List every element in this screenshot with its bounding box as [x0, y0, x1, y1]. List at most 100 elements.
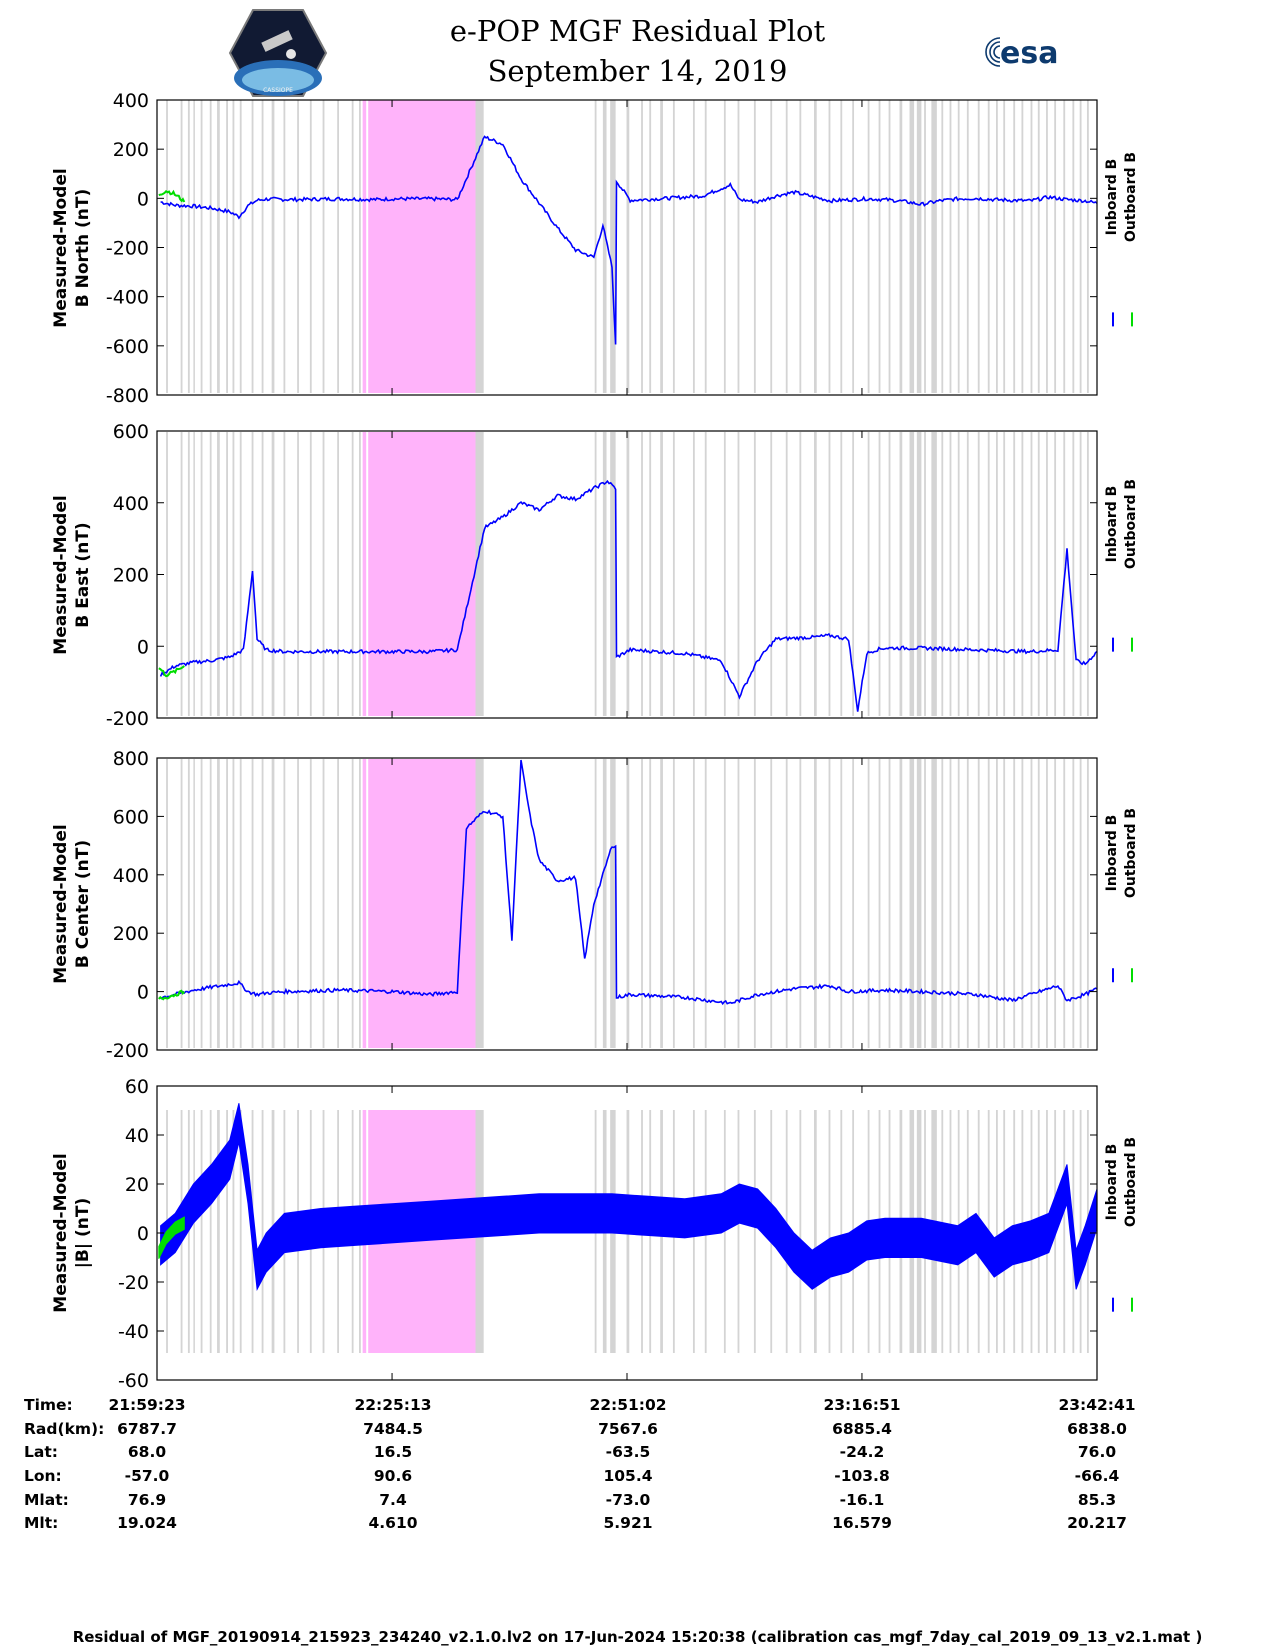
- y-tick-label: 40: [125, 1125, 149, 1147]
- svg-text:CASSIOPE: CASSIOPE: [263, 87, 293, 94]
- ephemeris-value: 16.5: [373, 1443, 413, 1461]
- panel-1: 400 200 0 -200 -400 -600 -800: [106, 90, 1133, 407]
- gray-band: [271, 100, 275, 393]
- gray-band: [1013, 759, 1016, 1048]
- gray-band: [753, 1110, 756, 1353]
- gray-band: [660, 432, 663, 716]
- ephemeris-value: 7.4: [379, 1491, 407, 1509]
- gray-band: [1086, 759, 1089, 1048]
- y-tick-label: -800: [106, 385, 149, 407]
- legend-inboard-label: Inboard B: [1104, 814, 1120, 892]
- ephemeris-value: 21:59:23: [108, 1396, 186, 1414]
- gray-band: [187, 100, 190, 393]
- gray-band: [602, 432, 607, 716]
- gray-band: [1086, 432, 1089, 716]
- ephemeris-row-label: Lon:: [24, 1467, 62, 1485]
- y-tick-label: 200: [113, 923, 149, 945]
- gray-band: [878, 100, 881, 393]
- ephemeris-value: 6885.4: [832, 1420, 892, 1438]
- gray-band: [813, 100, 817, 393]
- cassiope-logo: CASSIOPE: [228, 9, 328, 97]
- gray-band: [1063, 100, 1066, 393]
- gray-band: [209, 432, 212, 716]
- y-tick-label: 0: [137, 188, 149, 210]
- gray-band: [261, 432, 264, 716]
- gray-band: [1013, 432, 1016, 716]
- gray-band: [949, 432, 952, 716]
- panel-4: 60 40 20 0 -20 -40 -60: [118, 1076, 1133, 1392]
- gray-band: [359, 100, 361, 393]
- ephemeris-value: 5.921: [603, 1514, 653, 1532]
- y-axis-label: Measured-Model |B| (nT): [50, 1113, 94, 1353]
- gray-band: [924, 432, 926, 716]
- ephemeris-value: 7484.5: [363, 1420, 423, 1438]
- gray-band: [239, 1110, 242, 1353]
- gray-band: [283, 759, 286, 1048]
- gray-band: [692, 100, 695, 393]
- gray-band: [351, 432, 354, 716]
- y-tick-label: 0: [137, 982, 149, 1004]
- gray-band: [166, 432, 168, 716]
- gray-band: [770, 432, 773, 716]
- gray-band: [987, 100, 990, 393]
- y-axis-label-line2: B Center (nT): [73, 839, 93, 969]
- gray-band: [899, 100, 903, 393]
- gray-band: [692, 759, 695, 1048]
- gray-band: [916, 432, 922, 716]
- gray-band: [852, 759, 855, 1048]
- gray-band: [1079, 100, 1082, 393]
- gray-band: [594, 759, 597, 1048]
- gray-band: [649, 759, 652, 1048]
- gray-band: [232, 1110, 235, 1353]
- ephemeris-value: -63.5: [605, 1443, 651, 1461]
- gray-band: [692, 432, 695, 716]
- y-tick-label: 200: [113, 139, 149, 161]
- gray-band: [297, 759, 299, 1048]
- ephemeris-value: 68.0: [127, 1443, 167, 1461]
- gray-band: [799, 432, 802, 716]
- ephemeris-value: -57.0: [124, 1467, 170, 1485]
- legend-inboard-label: Inboard B: [1104, 485, 1120, 562]
- gray-band: [626, 759, 630, 1048]
- gray-band: [1046, 100, 1048, 393]
- gray-band: [239, 759, 242, 1048]
- gray-band: [309, 100, 312, 393]
- gray-band: [1063, 759, 1066, 1048]
- pink-band: [362, 432, 476, 716]
- gray-band: [187, 759, 190, 1048]
- legend-inboard-label: Inboard B: [1104, 158, 1120, 235]
- gray-band: [840, 1110, 843, 1353]
- ephemeris-value: -66.4: [1074, 1467, 1120, 1485]
- gray-band: [180, 432, 183, 716]
- gray-band: [813, 432, 817, 716]
- gray-band: [1072, 100, 1075, 393]
- gray-band: [799, 100, 802, 393]
- gray-band: [209, 759, 212, 1048]
- y-axis-label-line1: Measured-Model: [51, 1153, 71, 1313]
- legend-outboard-label: Outboard B: [1123, 1136, 1139, 1228]
- gray-band: [909, 432, 915, 716]
- gray-band: [799, 1110, 802, 1353]
- gray-band: [337, 759, 339, 1048]
- ephemeris-value: 6787.7: [117, 1420, 177, 1438]
- ephemeris-value: 85.3: [1077, 1491, 1117, 1509]
- gray-band: [166, 100, 168, 393]
- legend-outboard-label: Outboard B: [1123, 151, 1139, 242]
- gray-band: [602, 759, 607, 1048]
- gray-band: [753, 759, 756, 1048]
- y-axis-label-line1: Measured-Model: [51, 167, 71, 328]
- gray-band: [232, 759, 235, 1048]
- gray-band: [949, 759, 952, 1048]
- gray-band: [1054, 100, 1057, 393]
- gray-band: [239, 100, 242, 393]
- gray-band: [1054, 759, 1057, 1048]
- gray-band: [888, 759, 891, 1048]
- gray-band: [649, 432, 652, 716]
- ephemeris-value: 16.579: [832, 1514, 892, 1532]
- gray-band: [813, 759, 817, 1048]
- gray-band: [283, 432, 286, 716]
- gray-band: [931, 100, 937, 393]
- ephemeris-value: 20.217: [1067, 1514, 1127, 1532]
- gray-band: [828, 432, 831, 716]
- panel-3: 800 600 400 200 0 -200: [106, 748, 1133, 1062]
